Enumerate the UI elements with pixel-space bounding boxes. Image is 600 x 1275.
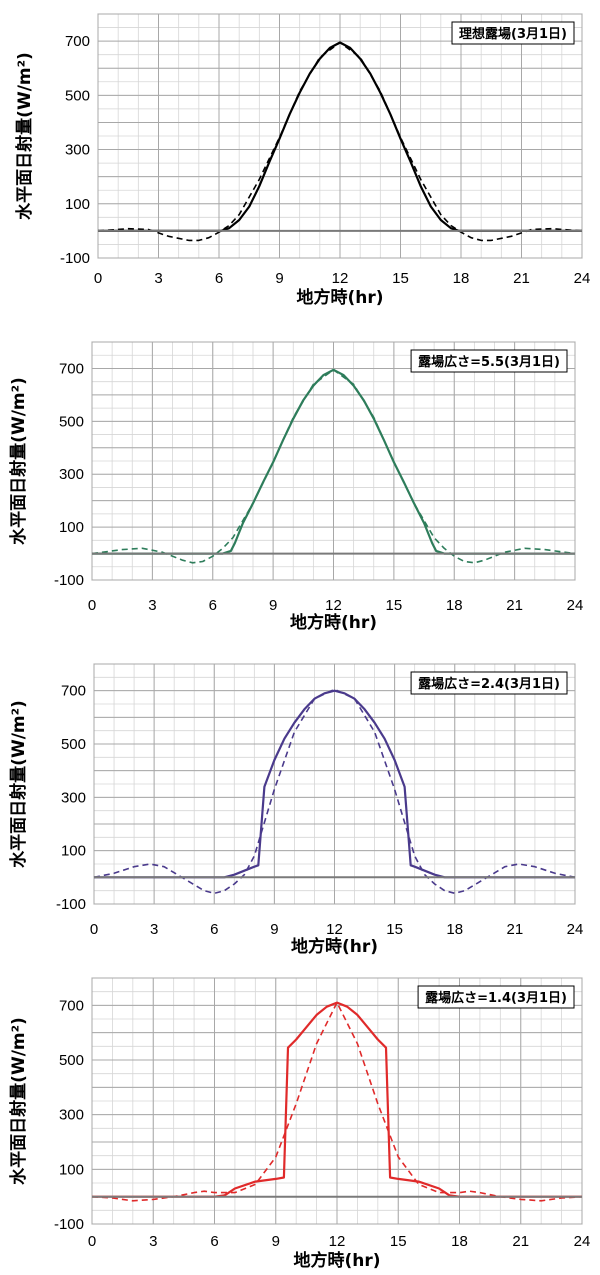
- annotation-box: [410, 349, 568, 373]
- series-dashed-line: [91, 369, 576, 564]
- x-tick-label: 9: [275, 270, 283, 287]
- x-tick-label: 6: [210, 921, 218, 938]
- series-dashed-line: [91, 1001, 583, 1202]
- y-tick-label: 700: [65, 33, 90, 50]
- x-tick-label: 0: [88, 1233, 96, 1250]
- x-tick-label: 21: [506, 597, 523, 614]
- annotation-box: [410, 671, 568, 695]
- y-tick-label: -100: [54, 1216, 84, 1233]
- chart-panel-4: 0 3 6 9 12 15 18 21 24 -100 100 300 500 700 地方時(hr) 水平面…: [0, 966, 600, 1275]
- y-tick-label: 100: [59, 1161, 84, 1178]
- series-solid-line: [94, 689, 575, 879]
- y-tick-label: 100: [65, 196, 90, 213]
- x-tick-label: 0: [90, 921, 98, 938]
- x-tick-label: 15: [386, 921, 403, 938]
- x-axis-label: 地方時(hr): [291, 936, 378, 957]
- x-tick-label: 15: [390, 1233, 407, 1250]
- x-tick-label: 12: [326, 921, 343, 938]
- chart-svg-3: 0 3 6 9 12 15 18 21 24 -100 100 300 500 700 地方時(hr) 水平面…: [8, 663, 584, 957]
- y-axis-label: 水平面日射量(W/m²): [14, 52, 35, 220]
- x-tick-label: 9: [269, 597, 277, 614]
- y-tick-label: 300: [59, 466, 84, 483]
- annotation-text: 露場広さ=2.4(3月1日): [418, 676, 560, 692]
- y-tick-label: 300: [59, 1107, 84, 1124]
- y-tick-label: 500: [65, 87, 90, 104]
- chart-panel-2: 0 3 6 9 12 15 18 21 24 -100 100 300 500 700 地方時(hr) 水平面…: [0, 322, 600, 640]
- x-tick-label: 9: [270, 921, 278, 938]
- x-tick-label: 15: [386, 597, 403, 614]
- x-tick-label: 12: [332, 270, 349, 287]
- x-tick-label: 0: [94, 270, 102, 287]
- x-tick-label: 24: [574, 1233, 591, 1250]
- x-tick-label: 6: [215, 270, 223, 287]
- x-tick-label: 18: [451, 1233, 468, 1250]
- annotation-text: 露場広さ=1.4(3月1日): [425, 990, 567, 1006]
- x-axis-label: 地方時(hr): [290, 612, 377, 633]
- series-solid-line: [92, 1001, 582, 1198]
- y-tick-label: 500: [61, 736, 86, 753]
- x-tick-label: 0: [88, 597, 96, 614]
- chart-panel-1: 0 3 6 9 12 15 18 21 24 -100 100 300 500 700 地方時(hr) 水平面…: [0, 0, 600, 318]
- x-tick-label: 21: [507, 921, 524, 938]
- y-tick-label: 500: [59, 413, 84, 430]
- x-tick-label: 21: [512, 1233, 529, 1250]
- y-axis-label: 水平面日射量(W/m²): [8, 1017, 29, 1185]
- chart-svg-1: 0 3 6 9 12 15 18 21 24 -100 100 300 500 700 地方時(hr) 水平面…: [14, 13, 591, 308]
- y-tick-label: 700: [59, 360, 84, 377]
- y-axis-label: 水平面日射量(W/m²): [8, 377, 29, 545]
- x-tick-label: 9: [272, 1233, 280, 1250]
- x-tick-label: 21: [513, 270, 530, 287]
- x-tick-label: 24: [574, 270, 591, 287]
- chart-panel-3: 0 3 6 9 12 15 18 21 24 -100 100 300 500 700 地方時(hr) 水平面…: [0, 644, 600, 962]
- chart-svg-2: 0 3 6 9 12 15 18 21 24 -100 100 300 500 700 地方時(hr) 水平面…: [8, 341, 584, 633]
- y-axis-label: 水平面日射量(W/m²): [8, 700, 29, 868]
- x-tick-label: 15: [392, 270, 409, 287]
- y-tick-label: 300: [65, 142, 90, 159]
- x-tick-label: 3: [154, 270, 162, 287]
- x-tick-label: 6: [210, 1233, 218, 1250]
- x-tick-label: 3: [150, 921, 158, 938]
- x-tick-label: 18: [446, 597, 463, 614]
- chart-svg-4: 0 3 6 9 12 15 18 21 24 -100 100 300 500 700 地方時(hr) 水平面…: [8, 977, 591, 1271]
- x-tick-label: 18: [446, 921, 463, 938]
- x-tick-label: 24: [567, 597, 584, 614]
- series-dashed-line: [97, 41, 583, 242]
- annotation-text: 露場広さ=5.5(3月1日): [418, 354, 560, 370]
- x-tick-label: 24: [567, 921, 584, 938]
- y-tick-label: -100: [56, 896, 86, 913]
- x-tick-label: 3: [149, 1233, 157, 1250]
- y-tick-label: -100: [60, 250, 90, 267]
- x-tick-label: 12: [325, 597, 342, 614]
- y-tick-label: 100: [59, 519, 84, 536]
- x-tick-label: 18: [453, 270, 470, 287]
- y-tick-label: -100: [54, 572, 84, 589]
- x-tick-label: 12: [329, 1233, 346, 1250]
- annotation-box: [417, 985, 575, 1009]
- series-dashed-line: [93, 688, 576, 895]
- y-tick-label: 300: [61, 789, 86, 806]
- annotation-box: [451, 21, 575, 45]
- y-tick-label: 700: [59, 997, 84, 1014]
- y-tick-label: 700: [61, 683, 86, 700]
- x-tick-label: 3: [148, 597, 156, 614]
- y-tick-label: 500: [59, 1052, 84, 1069]
- x-axis-label: 地方時(hr): [296, 287, 383, 308]
- x-axis-label: 地方時(hr): [293, 1250, 380, 1271]
- x-tick-label: 6: [209, 597, 217, 614]
- y-tick-label: 100: [61, 843, 86, 860]
- annotation-text: 理想露場(3月1日): [459, 26, 567, 42]
